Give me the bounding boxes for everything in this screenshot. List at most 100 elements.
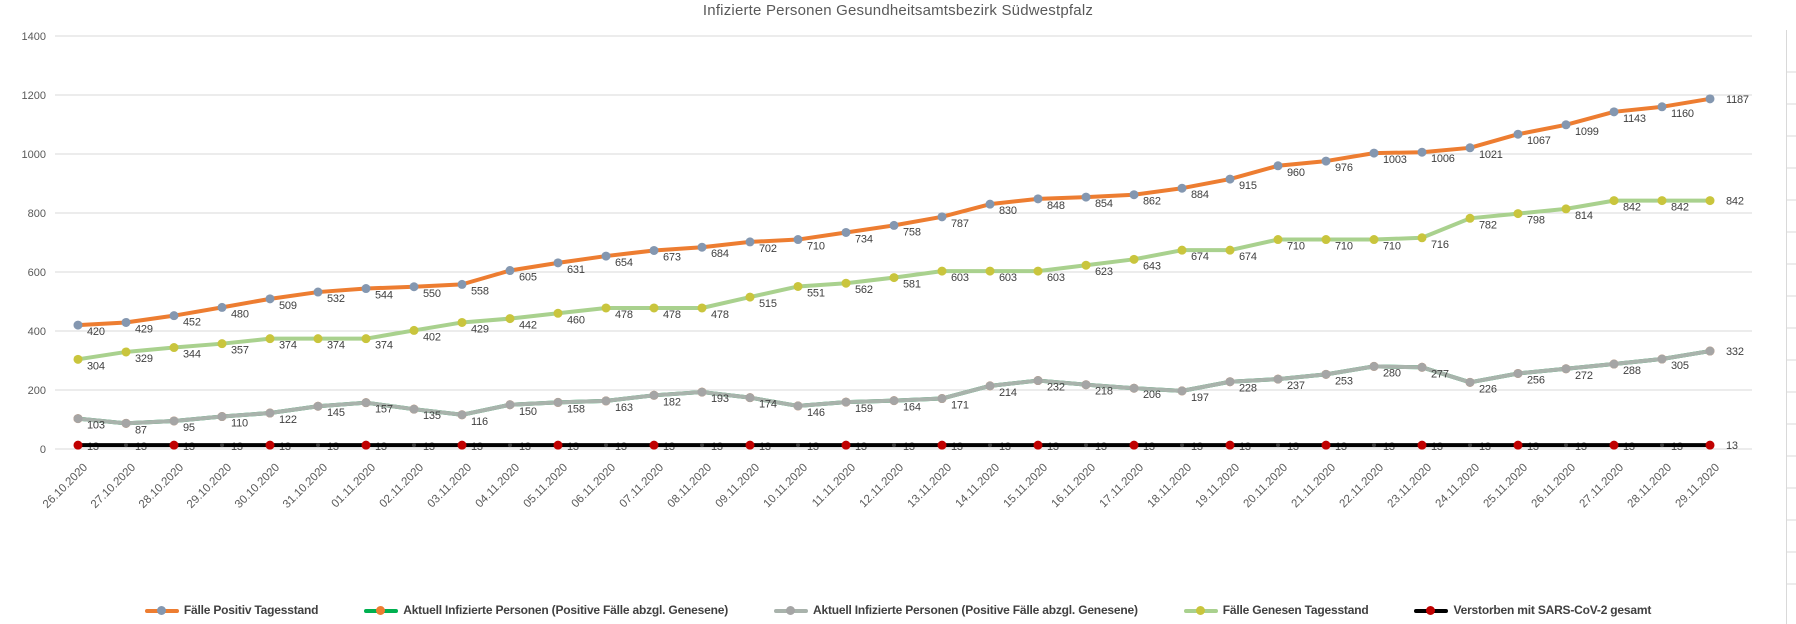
svg-text:830: 830: [999, 205, 1017, 217]
svg-text:1006: 1006: [1431, 153, 1455, 165]
svg-text:304: 304: [87, 360, 105, 372]
svg-text:07.11.2020: 07.11.2020: [618, 462, 667, 511]
series-markers: [73, 440, 1715, 450]
svg-text:31.10.2020: 31.10.2020: [281, 462, 330, 511]
svg-text:429: 429: [135, 323, 153, 335]
svg-text:344: 344: [183, 349, 201, 361]
svg-text:277: 277: [1431, 368, 1449, 380]
svg-text:29.10.2020: 29.10.2020: [185, 462, 234, 511]
svg-text:29.11.2020: 29.11.2020: [1674, 462, 1723, 511]
series-markers: [73, 346, 1715, 428]
svg-text:460: 460: [567, 314, 585, 326]
svg-text:158: 158: [567, 403, 585, 415]
svg-text:28.11.2020: 28.11.2020: [1626, 462, 1675, 511]
svg-text:976: 976: [1335, 162, 1353, 174]
svg-text:673: 673: [663, 251, 681, 263]
svg-text:04.11.2020: 04.11.2020: [474, 462, 523, 511]
svg-text:478: 478: [711, 309, 729, 321]
svg-text:734: 734: [855, 233, 873, 245]
svg-text:716: 716: [1431, 239, 1449, 251]
svg-text:95: 95: [183, 422, 195, 434]
chart-title: Infizierte Personen Gesundheitsamtsbezir…: [702, 2, 1094, 19]
legend-label: Verstorben mit SARS-CoV-2 gesamt: [1453, 603, 1652, 617]
svg-text:05.11.2020: 05.11.2020: [522, 462, 571, 511]
series-verstorben-mit-sars-cov-2-ge-4: 13 13 13 13 13 13 13 13 13 13 13 13 13 13 13 13 13 13 13 13…: [73, 440, 1738, 453]
svg-text:842: 842: [1623, 202, 1641, 214]
svg-text:674: 674: [1239, 251, 1257, 263]
svg-text:103: 103: [87, 420, 105, 432]
svg-text:478: 478: [615, 309, 633, 321]
svg-text:1099: 1099: [1575, 126, 1599, 138]
svg-text:478: 478: [663, 309, 681, 321]
svg-text:550: 550: [423, 288, 441, 300]
svg-text:182: 182: [663, 396, 681, 408]
svg-text:13: 13: [1726, 440, 1738, 452]
svg-text:20.11.2020: 20.11.2020: [1242, 462, 1291, 511]
svg-text:19.11.2020: 19.11.2020: [1194, 462, 1243, 511]
svg-text:14.11.2020: 14.11.2020: [954, 462, 1003, 511]
legend-item-f-lle-positiv-tagesstand-0[interactable]: Fälle Positiv Tagesstand: [144, 603, 319, 617]
svg-text:603: 603: [1047, 272, 1065, 284]
svg-text:305: 305: [1671, 360, 1689, 372]
svg-text:253: 253: [1335, 375, 1353, 387]
svg-text:28.10.2020: 28.10.2020: [137, 462, 186, 511]
svg-text:18.11.2020: 18.11.2020: [1146, 462, 1195, 511]
legend-label: Aktuell Infizierte Personen (Positive Fä…: [813, 603, 1138, 617]
svg-text:332: 332: [1726, 346, 1744, 358]
legend-label: Fälle Positiv Tagesstand: [183, 603, 319, 617]
svg-text:13.11.2020: 13.11.2020: [906, 462, 955, 511]
svg-text:280: 280: [1383, 367, 1401, 379]
svg-text:842: 842: [1726, 196, 1744, 208]
svg-text:960: 960: [1287, 167, 1305, 179]
data-labels: 103 87 95 110 122 145 157 135 116 150 158 163 182 193…: [87, 346, 1744, 436]
series-markers: [73, 346, 1715, 428]
x-axis-labels: 26.10.202027.10.202028.10.202029.10.2020…: [41, 462, 1722, 511]
svg-text:03.11.2020: 03.11.2020: [426, 462, 475, 511]
svg-text:09.11.2020: 09.11.2020: [714, 462, 763, 511]
svg-text:110: 110: [231, 418, 248, 430]
svg-text:544: 544: [375, 290, 393, 302]
svg-text:1021: 1021: [1479, 149, 1503, 161]
svg-text:237: 237: [1287, 380, 1305, 392]
svg-text:674: 674: [1191, 251, 1209, 263]
svg-text:600: 600: [28, 267, 46, 279]
svg-text:581: 581: [903, 279, 921, 291]
svg-text:23.11.2020: 23.11.2020: [1386, 462, 1435, 511]
svg-text:27.10.2020: 27.10.2020: [89, 462, 138, 511]
legend-item-aktuell-infizierte-personen--2[interactable]: Aktuell Infizierte Personen (Positive Fä…: [774, 603, 1138, 617]
svg-text:402: 402: [423, 331, 441, 343]
svg-text:509: 509: [279, 300, 297, 312]
svg-text:159: 159: [855, 403, 873, 415]
svg-text:429: 429: [471, 323, 489, 335]
svg-text:21.11.2020: 21.11.2020: [1290, 462, 1339, 511]
legend-item-verstorben-mit-sars-cov-2-ge-4[interactable]: Verstorben mit SARS-CoV-2 gesamt: [1414, 603, 1651, 617]
legend-series-icon: [774, 605, 808, 616]
svg-text:174: 174: [759, 399, 777, 411]
svg-text:862: 862: [1143, 196, 1161, 208]
legend-series-icon: [1183, 605, 1218, 616]
legend-item-aktuell-infizierte-personen--1[interactable]: Aktuell Infizierte Personen (Positive Fä…: [364, 603, 728, 617]
svg-text:122: 122: [279, 414, 297, 426]
legend-item-f-lle-genesen-tagesstand-3[interactable]: Fälle Genesen Tagesstand: [1183, 603, 1369, 617]
sheet-edge: [1786, 30, 1796, 624]
svg-text:10.11.2020: 10.11.2020: [762, 462, 811, 511]
svg-text:842: 842: [1671, 202, 1689, 214]
svg-text:684: 684: [711, 248, 729, 260]
svg-text:26.10.2020: 26.10.2020: [41, 462, 90, 511]
svg-text:146: 146: [807, 407, 825, 419]
svg-text:532: 532: [327, 293, 345, 305]
svg-text:214: 214: [999, 387, 1017, 399]
svg-text:562: 562: [855, 284, 873, 296]
svg-text:551: 551: [807, 287, 825, 299]
svg-text:631: 631: [567, 264, 585, 276]
svg-text:814: 814: [1575, 210, 1593, 222]
svg-text:800: 800: [28, 208, 46, 220]
svg-text:654: 654: [615, 257, 633, 269]
svg-text:163: 163: [615, 402, 633, 414]
svg-text:374: 374: [375, 340, 393, 352]
legend-series-icon: [144, 605, 179, 616]
svg-text:150: 150: [519, 406, 537, 418]
svg-text:374: 374: [327, 340, 345, 352]
svg-text:1200: 1200: [22, 90, 46, 102]
